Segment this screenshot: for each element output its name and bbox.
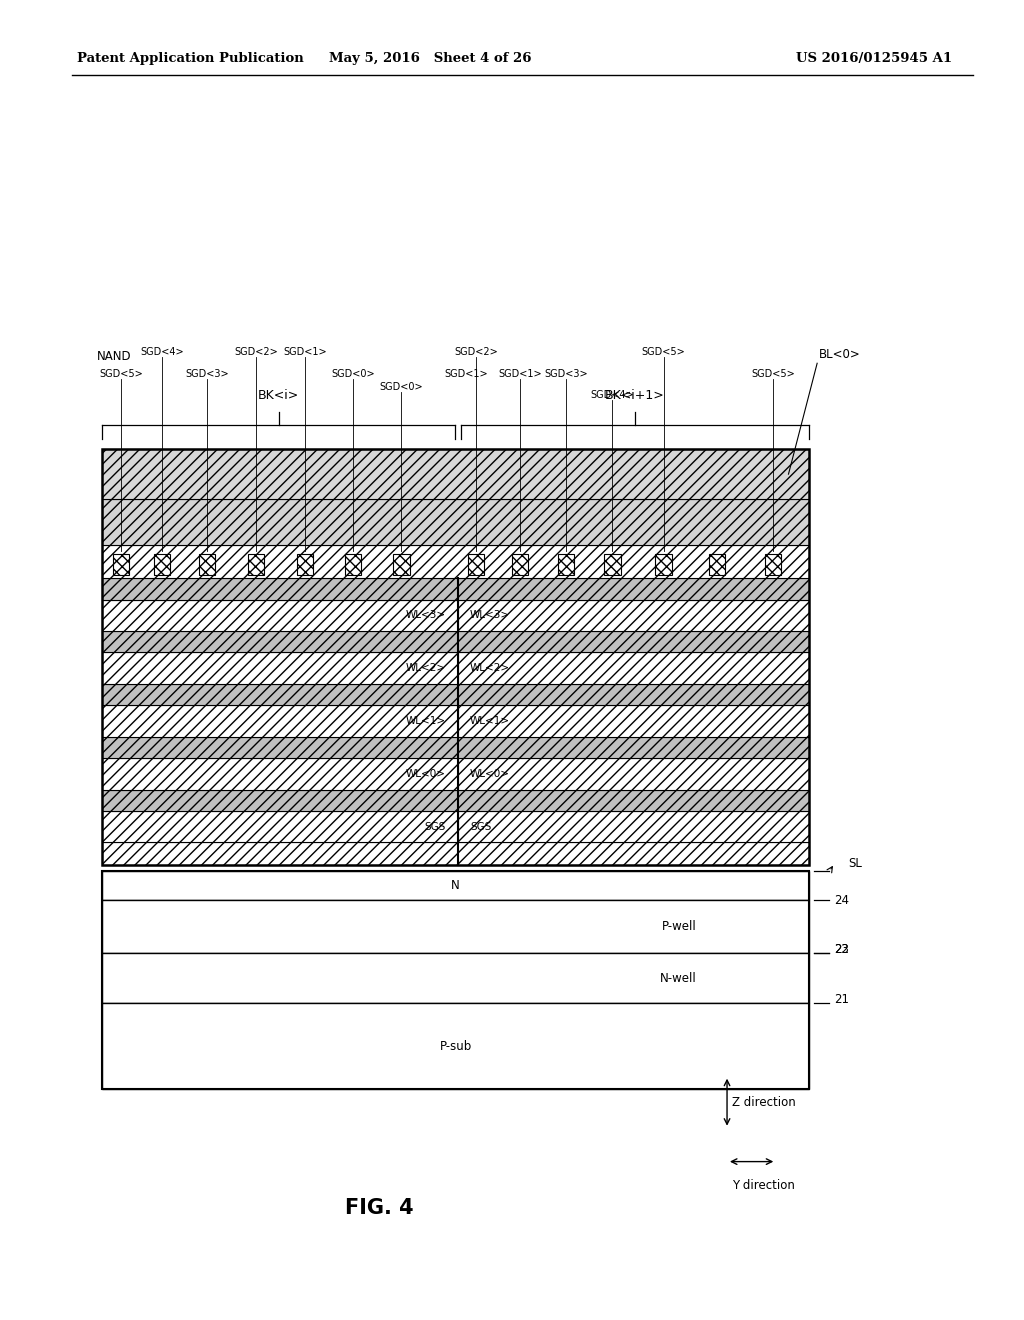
- Bar: [248, 554, 264, 576]
- Bar: [102, 871, 809, 900]
- Text: Z direction: Z direction: [732, 1096, 796, 1109]
- Bar: [102, 599, 458, 631]
- Text: FIG. 4: FIG. 4: [344, 1197, 414, 1218]
- Text: BK<i>: BK<i>: [258, 388, 299, 401]
- Text: SL: SL: [848, 857, 862, 870]
- Bar: [297, 554, 313, 576]
- Text: N: N: [452, 879, 460, 892]
- Text: SGD<4>: SGD<4>: [140, 347, 183, 356]
- Bar: [199, 554, 215, 576]
- Bar: [102, 545, 809, 578]
- Bar: [102, 578, 809, 599]
- Text: SGS: SGS: [470, 821, 492, 832]
- Text: BL<0>: BL<0>: [819, 347, 861, 360]
- Bar: [102, 449, 809, 499]
- Text: SGS: SGS: [424, 821, 445, 832]
- Text: SGD<0>: SGD<0>: [380, 383, 423, 392]
- Bar: [102, 449, 809, 865]
- Text: SGD<0>: SGD<0>: [332, 370, 375, 379]
- Bar: [102, 652, 458, 684]
- Text: SGD<2>: SGD<2>: [234, 347, 278, 356]
- Text: SGD<5>: SGD<5>: [752, 370, 795, 379]
- Text: SGD<3>: SGD<3>: [545, 370, 588, 379]
- Bar: [458, 758, 809, 789]
- Bar: [765, 554, 781, 576]
- Bar: [102, 953, 809, 1003]
- Text: 21: 21: [835, 993, 850, 1006]
- Text: SGD<3>: SGD<3>: [185, 370, 228, 379]
- Text: SGD<5>: SGD<5>: [642, 347, 685, 356]
- Text: WL<1>: WL<1>: [406, 715, 445, 726]
- Text: N-well: N-well: [659, 972, 696, 985]
- Text: US 2016/0125945 A1: US 2016/0125945 A1: [797, 51, 952, 65]
- Bar: [468, 554, 484, 576]
- Text: Patent Application Publication: Patent Application Publication: [77, 51, 303, 65]
- Bar: [458, 810, 809, 842]
- Text: NAND: NAND: [97, 350, 132, 363]
- Bar: [458, 652, 809, 684]
- Bar: [558, 554, 574, 576]
- Bar: [655, 554, 672, 576]
- Bar: [102, 737, 809, 758]
- Bar: [393, 554, 410, 576]
- Bar: [102, 499, 809, 545]
- Text: WL<3>: WL<3>: [470, 610, 510, 620]
- Bar: [102, 810, 458, 842]
- Bar: [102, 842, 809, 865]
- Bar: [458, 599, 809, 631]
- Bar: [512, 554, 528, 576]
- Text: WL<2>: WL<2>: [470, 663, 510, 673]
- Text: WL<1>: WL<1>: [470, 715, 510, 726]
- Bar: [345, 554, 361, 576]
- Text: SGD<2>: SGD<2>: [455, 347, 498, 356]
- Text: WL<2>: WL<2>: [406, 663, 445, 673]
- Text: SGD<5>: SGD<5>: [99, 370, 142, 379]
- Bar: [113, 554, 129, 576]
- Text: SGD<1>: SGD<1>: [444, 370, 487, 379]
- Bar: [102, 758, 458, 789]
- Text: WL<3>: WL<3>: [406, 610, 445, 620]
- Bar: [154, 554, 170, 576]
- Text: WL<0>: WL<0>: [470, 768, 510, 779]
- Bar: [102, 871, 809, 1089]
- Bar: [102, 631, 809, 652]
- Bar: [102, 684, 809, 705]
- Bar: [102, 1003, 809, 1089]
- Bar: [102, 789, 809, 810]
- Text: May 5, 2016   Sheet 4 of 26: May 5, 2016 Sheet 4 of 26: [329, 51, 531, 65]
- Text: WL<0>: WL<0>: [406, 768, 445, 779]
- Bar: [604, 554, 621, 576]
- Text: 23: 23: [835, 942, 850, 956]
- Text: SGD<4>: SGD<4>: [591, 391, 634, 400]
- Text: P-sub: P-sub: [439, 1040, 472, 1052]
- Text: SGD<1>: SGD<1>: [284, 347, 327, 356]
- Bar: [102, 900, 809, 953]
- Text: SGD<1>: SGD<1>: [499, 370, 542, 379]
- Bar: [102, 705, 458, 737]
- Text: BK<i+1>: BK<i+1>: [605, 388, 665, 401]
- Bar: [709, 554, 725, 576]
- Bar: [458, 705, 809, 737]
- Text: 22: 22: [835, 942, 850, 956]
- Text: 24: 24: [835, 894, 850, 907]
- Text: P-well: P-well: [662, 920, 696, 933]
- Text: Y direction: Y direction: [732, 1179, 795, 1192]
